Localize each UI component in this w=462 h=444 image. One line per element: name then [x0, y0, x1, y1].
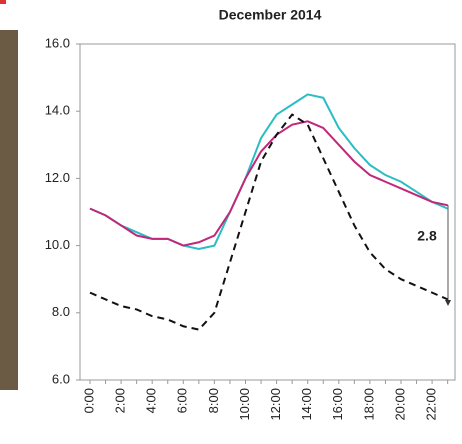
x-tick-label: 8:00	[206, 388, 221, 413]
x-tick-label: 6:00	[175, 388, 190, 413]
plot-frame	[80, 44, 455, 380]
data-line	[90, 115, 448, 330]
photo-edge	[0, 30, 18, 390]
y-tick-label: 10.0	[45, 237, 70, 252]
y-tick-label: 8.0	[52, 304, 70, 319]
data-line	[90, 94, 448, 249]
x-tick-label: 10:00	[237, 388, 252, 421]
x-tick-label: 2:00	[113, 388, 128, 413]
x-tick-label: 14:00	[299, 388, 314, 421]
x-tick-label: 20:00	[392, 388, 407, 421]
x-tick-label: 16:00	[330, 388, 345, 421]
x-tick-label: 12:00	[268, 388, 283, 421]
data-line	[90, 121, 448, 245]
x-tick-label: 4:00	[144, 388, 159, 413]
arrow-head	[445, 300, 451, 306]
x-tick-label: 0:00	[81, 388, 96, 413]
chart-title: December 2014	[219, 7, 322, 23]
annotation: 2.8	[417, 228, 437, 244]
y-tick-label: 14.0	[45, 103, 70, 118]
chart: December 2014 2.8 6.0 8.0 10.0 12.0 14.0 16.0…	[0, 0, 462, 444]
corner-mark	[0, 0, 6, 4]
y-tick-label: 6.0	[52, 371, 70, 386]
y-tick-label: 12.0	[45, 170, 70, 185]
y-tick-label: 16.0	[45, 35, 70, 50]
x-tick-label: 22:00	[424, 388, 439, 421]
x-tick-label: 18:00	[361, 388, 376, 421]
